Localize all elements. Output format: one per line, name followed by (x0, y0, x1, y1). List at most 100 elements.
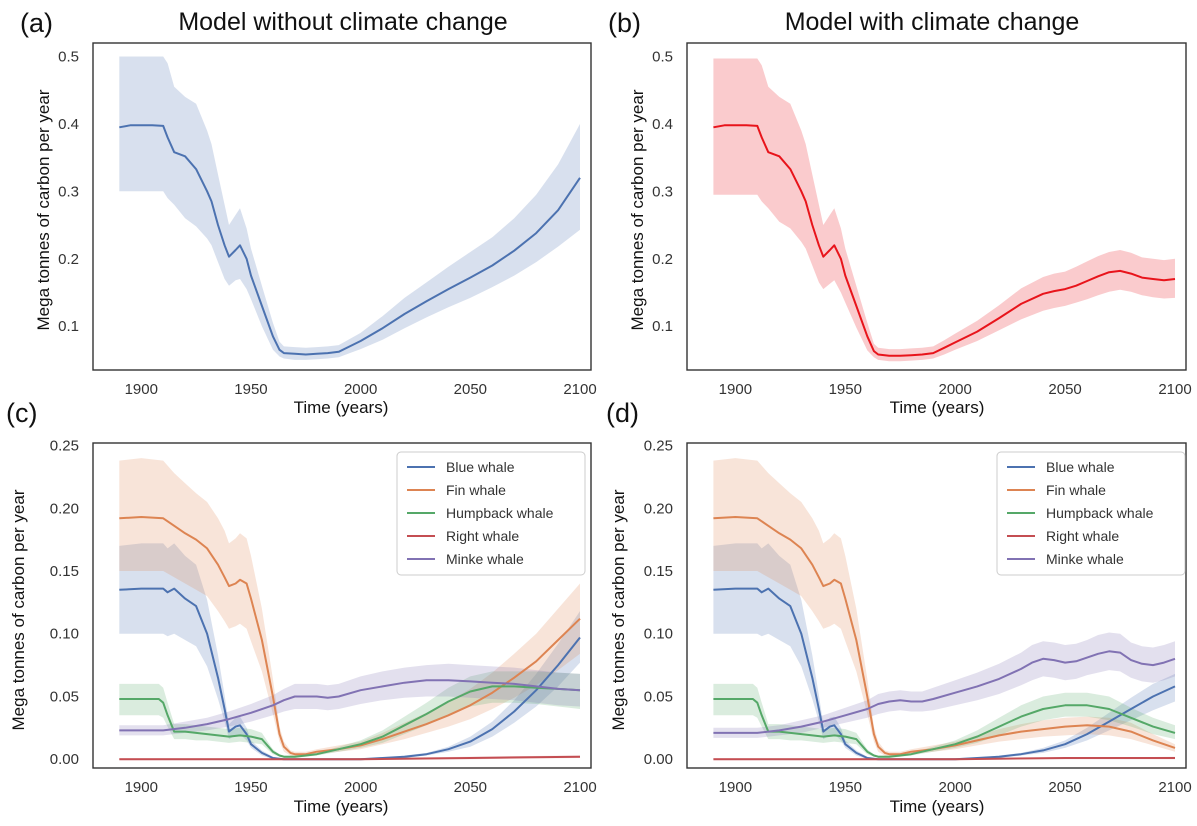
panel-a-lines (119, 124, 581, 356)
panel-b-xtick-2000: 2000 (938, 381, 971, 398)
panel-c-fin-whale-line (119, 516, 581, 756)
panel-b-plot-area (713, 58, 1176, 362)
panel-c-ytick-0-25: 0.25 (50, 438, 79, 455)
panel-a-xtick-2050: 2050 (454, 381, 487, 398)
panel-b-title: Model with climate change (785, 8, 1080, 36)
panel-c-ytick-0-00: 0.00 (50, 751, 79, 768)
panel-d-xtick-1950: 1950 (829, 779, 862, 796)
panel-a-series-0-band (119, 56, 581, 360)
panel-d-xtick-2000: 2000 (938, 779, 971, 796)
panel-d-legend: Blue whale Fin whale Humpback whale Right w… (996, 451, 1186, 576)
panel-c-frame (92, 442, 592, 769)
panel-c-xtick-1900: 1900 (125, 779, 158, 796)
panel-b-ytick-0-5: 0.5 (652, 48, 673, 65)
panel-d: (d) Time (years) Mega tonnes of carbon p… (606, 398, 1192, 816)
panel-a-ytick-0-2: 0.2 (58, 251, 79, 268)
panel-d-label: (d) (606, 398, 639, 428)
panel-a-label: (a) (20, 8, 53, 38)
panel-b-ytick-0-2: 0.2 (652, 251, 673, 268)
panel-c-ytick-0-20: 0.20 (50, 500, 79, 517)
panel-a-frame (92, 42, 592, 371)
panel-d-humpback-whale-band (713, 683, 1175, 758)
panel-d-legend-label-minke-whale: Minke whale (1046, 551, 1124, 567)
panel-b-xlabel: Time (years) (890, 398, 985, 417)
panel-d-xtick-1900: 1900 (719, 779, 752, 796)
panel-b-series-0-line (713, 124, 1176, 357)
panel-d-frame (686, 442, 1187, 769)
panel-d-plot-area (713, 458, 1176, 761)
panel-a-xtick-1950: 1950 (234, 381, 267, 398)
panel-c-ytick-0-05: 0.05 (50, 688, 79, 705)
panel-a: (a) Model without climate change Time (y… (20, 8, 597, 417)
panel-d-minke-whale-line (713, 650, 1176, 734)
panel-c-xtick-2050: 2050 (454, 779, 487, 796)
panel-c-label: (c) (6, 398, 37, 428)
panel-a-xlabel: Time (years) (294, 398, 389, 417)
panel-d-ylabel: Mega tonnes of carbon per year (609, 489, 628, 730)
panel-d-ytick-0-15: 0.15 (644, 563, 673, 580)
panel-d-legend-label-blue-whale: Blue whale (1046, 459, 1115, 475)
panel-c: (c) Time (years) Mega tonnes of carbon p… (6, 398, 597, 816)
panel-a-ytick-0-5: 0.5 (58, 48, 79, 65)
panel-b-ytick-0-1: 0.1 (652, 318, 673, 335)
panel-a-ytick-0-1: 0.1 (58, 318, 79, 335)
panel-c-xtick-2000: 2000 (344, 779, 377, 796)
panel-c-xlabel: Time (years) (294, 797, 389, 816)
panel-c-lines (119, 516, 581, 761)
panel-b-frame (686, 42, 1187, 371)
panel-d-legend-box (996, 451, 1186, 576)
panel-d-ytick-0-25: 0.25 (644, 438, 673, 455)
panel-c-legend-label-humpback-whale: Humpback whale (446, 505, 554, 521)
panel-c-legend-box (396, 451, 586, 576)
panel-d-ytick-0-20: 0.20 (644, 500, 673, 517)
panel-b: (b) Model with climate change Time (year… (608, 8, 1192, 417)
panel-c-blue-whale-line (119, 587, 581, 761)
panel-b-lines (713, 124, 1176, 357)
panel-c-legend-label-minke-whale: Minke whale (446, 551, 524, 567)
panel-d-minke-whale-band (713, 632, 1175, 738)
panel-a-series-0-line (119, 124, 581, 356)
panel-c-legend: Blue whale Fin whale Humpback whale Right w… (396, 451, 586, 576)
panel-d-legend-label-humpback-whale: Humpback whale (1046, 505, 1154, 521)
panel-a-ylabel: Mega tonnes of carbon per year (34, 89, 53, 330)
panel-c-right-whale-line (119, 755, 581, 761)
panel-b-series-0-band (713, 58, 1175, 362)
panel-c-legend-label-blue-whale: Blue whale (446, 459, 515, 475)
panel-d-legend-label-right-whale: Right whale (1046, 528, 1119, 544)
panel-d-ytick-0-00: 0.00 (644, 751, 673, 768)
panel-a-xtick-1900: 1900 (125, 381, 158, 398)
panel-a-title: Model without climate change (178, 8, 507, 36)
panel-d-fin-whale-line (713, 516, 1176, 756)
panel-c-legend-label-fin-whale: Fin whale (446, 482, 506, 498)
panel-c-xtick-1950: 1950 (234, 779, 267, 796)
panel-d-legend-label-fin-whale: Fin whale (1046, 482, 1106, 498)
panel-b-xtick-2050: 2050 (1048, 381, 1081, 398)
panel-c-legend-label-right-whale: Right whale (446, 528, 519, 544)
panel-a-ytick-0-3: 0.3 (58, 183, 79, 200)
panel-a-plot-area (119, 56, 581, 360)
panel-b-label: (b) (608, 8, 641, 38)
panel-a-xtick-2100: 2100 (563, 381, 596, 398)
panel-c-xtick-2100: 2100 (563, 779, 596, 796)
panel-d-xlabel: Time (years) (890, 797, 985, 816)
panel-b-ytick-0-3: 0.3 (652, 183, 673, 200)
panel-d-xtick-2050: 2050 (1048, 779, 1081, 796)
panel-c-ytick-0-10: 0.10 (50, 626, 79, 643)
panel-d-blue-whale-line (713, 587, 1176, 761)
panel-b-ytick-0-4: 0.4 (652, 116, 673, 133)
panel-b-xtick-1950: 1950 (829, 381, 862, 398)
panel-c-ylabel: Mega tonnes of carbon per year (9, 489, 28, 730)
panel-d-ytick-0-10: 0.10 (644, 626, 673, 643)
panel-d-fin-whale-band (713, 458, 1175, 757)
panel-c-plot-area (119, 458, 581, 761)
panel-a-ytick-0-4: 0.4 (58, 116, 79, 133)
panel-b-bands (713, 58, 1175, 362)
panel-d-xtick-2100: 2100 (1158, 779, 1191, 796)
panel-d-lines (713, 516, 1176, 761)
panel-b-xtick-2100: 2100 (1158, 381, 1191, 398)
panel-b-xtick-1900: 1900 (719, 381, 752, 398)
panel-a-xtick-2000: 2000 (344, 381, 377, 398)
panel-c-humpback-whale-line (119, 685, 581, 758)
panel-c-ytick-0-15: 0.15 (50, 563, 79, 580)
